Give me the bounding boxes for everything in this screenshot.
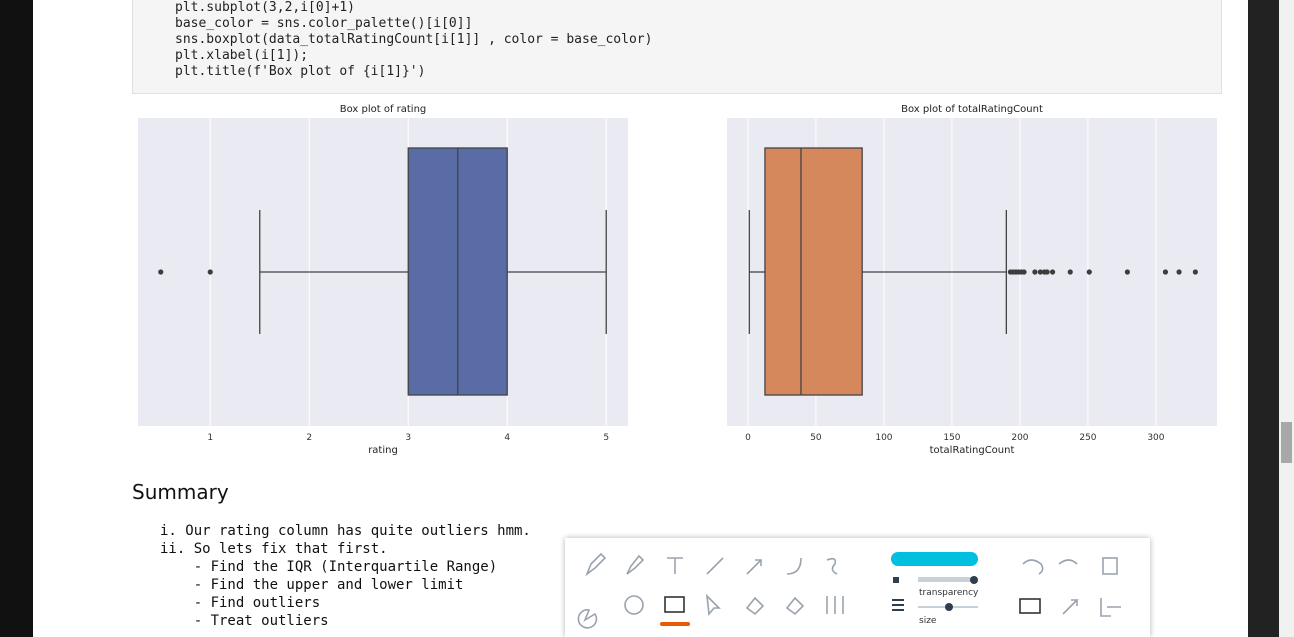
summary-item: - Find outliers bbox=[160, 595, 321, 611]
summary-item: - Treat outliers bbox=[160, 613, 329, 629]
tool-icons[interactable] bbox=[577, 552, 1121, 629]
outlier bbox=[1021, 269, 1027, 275]
x-tick-label: 250 bbox=[1079, 433, 1096, 443]
x-tick-label: 5 bbox=[603, 433, 609, 443]
chart-title: Box plot of totalRatingCount bbox=[901, 104, 1043, 115]
outlier bbox=[1037, 269, 1043, 275]
left-margin bbox=[0, 0, 33, 637]
chart-title: Box plot of rating bbox=[340, 104, 427, 115]
x-tick-label: 3 bbox=[405, 433, 411, 443]
outlier bbox=[1176, 269, 1182, 275]
slider-knob[interactable] bbox=[970, 576, 978, 584]
code-cell[interactable]: plt.subplot(3,2,i[0]+1) base_color = sns… bbox=[132, 0, 1222, 94]
size-label: size bbox=[919, 616, 937, 626]
code-line: plt.subplot(3,2,i[0]+1) bbox=[175, 0, 356, 15]
summary-item: i. Our rating column has quite outliers … bbox=[160, 523, 531, 539]
outlier bbox=[1086, 269, 1092, 275]
size-icon bbox=[892, 599, 904, 611]
code-line: plt.title(f'Box plot of {i[1]}') bbox=[175, 64, 426, 79]
x-tick-label: 150 bbox=[943, 433, 960, 443]
summary-heading: Summary bbox=[132, 480, 229, 504]
charts: 1 2 3 4 5 Box plot of rating rating 0 50 100 150 20… bbox=[138, 104, 1217, 456]
code-line: plt.xlabel(i[1]); bbox=[175, 48, 309, 63]
code-line: base_color = sns.color_palette()[i[0]] bbox=[175, 16, 473, 31]
x-tick-label: 0 bbox=[745, 433, 751, 443]
outlier bbox=[158, 269, 164, 275]
scrollbar[interactable] bbox=[1279, 0, 1294, 637]
outlier bbox=[1162, 269, 1169, 275]
outlier bbox=[1124, 269, 1130, 275]
draw-toolbar: transparency size bbox=[565, 538, 1150, 637]
summary-item: ii. So lets fix that first. bbox=[160, 541, 388, 557]
summary-item: - Find the upper and lower limit bbox=[160, 577, 464, 593]
scroll-thumb[interactable] bbox=[1281, 422, 1292, 463]
transparency-label: transparency bbox=[919, 588, 979, 598]
outlier bbox=[1049, 269, 1056, 275]
summary-item: - Find the IQR (Interquartile Range) bbox=[160, 559, 498, 575]
box bbox=[764, 147, 863, 396]
slider-knob[interactable] bbox=[945, 603, 953, 611]
x-tick-label: 300 bbox=[1147, 433, 1164, 443]
x-axis-label: totalRatingCount bbox=[930, 445, 1015, 456]
x-tick-label: 200 bbox=[1011, 433, 1028, 443]
x-tick-label: 100 bbox=[875, 433, 892, 443]
outlier bbox=[1067, 269, 1073, 275]
alpha-icon bbox=[893, 577, 899, 583]
x-tick-label: 2 bbox=[306, 433, 312, 443]
x-tick-label: 1 bbox=[207, 433, 213, 443]
color-bar[interactable] bbox=[891, 552, 978, 566]
outlier bbox=[1032, 269, 1038, 275]
x-tick-label: 50 bbox=[810, 433, 822, 443]
outlier bbox=[1192, 269, 1198, 275]
toolbar-bg bbox=[565, 538, 1150, 637]
x-tick-label: 4 bbox=[504, 433, 510, 443]
transparency-slider[interactable] bbox=[918, 577, 974, 582]
outlier bbox=[207, 269, 213, 275]
code-line: sns.boxplot(data_totalRatingCount[i[1]] … bbox=[175, 32, 653, 47]
active-indicator bbox=[660, 622, 690, 626]
outlier bbox=[1044, 269, 1050, 275]
x-axis-label: rating bbox=[368, 445, 398, 456]
